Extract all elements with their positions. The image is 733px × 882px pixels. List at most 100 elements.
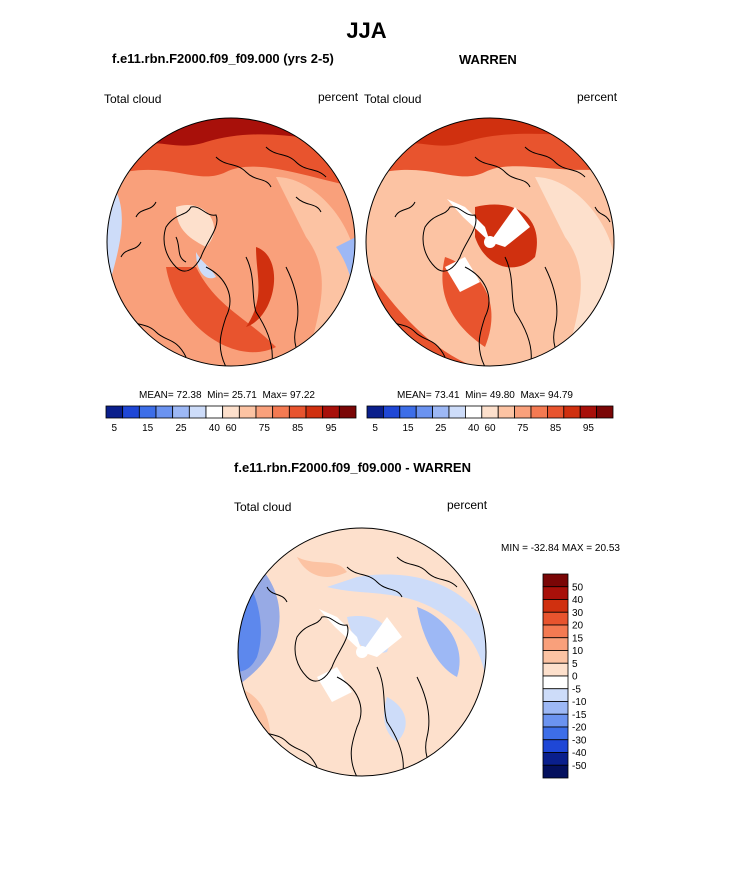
right-colorbar-tick-label: 15: [402, 423, 414, 434]
left-colorbar-tick-label: 95: [325, 423, 337, 434]
right-colorbar-swatch: [366, 405, 384, 419]
left-colorbar-swatch: [188, 405, 207, 419]
right-colorbar-swatch: [382, 405, 401, 419]
diff-colorbar-tick-label: -5: [572, 684, 581, 695]
right-mean-label: MEAN=: [397, 390, 432, 401]
right-colorbar-swatch: [481, 405, 499, 419]
left-polar-map: [106, 117, 356, 367]
left-colorbar-swatch: [305, 405, 324, 419]
left-colorbar-swatch: [338, 405, 357, 419]
left-colorbar-tick-label: 25: [175, 423, 187, 434]
diff-colorbar-tick-label: -10: [572, 697, 587, 708]
diff-colorbar-swatch: [542, 662, 569, 677]
left-colorbar-swatch: [205, 405, 224, 419]
right-max-label: Max=: [520, 390, 546, 401]
diff-colorbar-tick-label: 5: [572, 659, 578, 670]
diff-colorbar-swatch: [542, 650, 569, 664]
left-colorbar-swatch: [155, 405, 174, 419]
right-units-label: percent: [577, 90, 618, 104]
diff-minmax-text: MIN = -32.84 MAX = 20.53: [501, 543, 620, 554]
right-stats: MEAN= 73.41 Min= 49.80 Max= 94.79: [397, 390, 573, 401]
diff-colorbar-swatch: [542, 726, 569, 741]
left-panel-title: f.e11.rbn.F2000.f09_f09.000 (yrs 2-5): [112, 51, 334, 66]
diff-polar-map: [237, 527, 487, 777]
right-min-value: 49.80: [489, 390, 515, 401]
left-mean-label: MEAN=: [139, 390, 174, 401]
left-colorbar: 5 15 25 40 60 75 85 95: [105, 405, 357, 434]
right-colorbar-tick-label: 75: [517, 423, 529, 434]
right-colorbar-tick-label: 95: [583, 423, 595, 434]
right-colorbar-tick-label: 85: [550, 423, 562, 434]
right-colorbar-swatch: [399, 405, 417, 419]
right-min-label: Min=: [465, 390, 488, 401]
diff-colorbar-tick-label: 10: [572, 646, 584, 657]
right-colorbar-swatch: [497, 405, 515, 419]
diff-colorbar-swatch: [542, 713, 569, 728]
left-colorbar-swatch: [222, 405, 240, 419]
diff-colorbar-tick-label: 50: [572, 582, 584, 593]
diff-colorbar-swatch: [542, 764, 569, 779]
left-max-label: Max=: [262, 390, 288, 401]
right-colorbar-swatch: [432, 405, 450, 419]
left-stats: MEAN= 72.38 Min= 25.71 Max= 97.22: [139, 390, 315, 401]
left-colorbar-swatch: [238, 405, 257, 419]
right-mean-value: 73.41: [434, 390, 460, 401]
left-colorbar-tick-label: 5: [112, 423, 118, 434]
diff-colorbar-swatch: [542, 739, 569, 753]
left-colorbar-swatch: [122, 405, 140, 419]
right-colorbar-swatch: [514, 405, 532, 419]
left-colorbar-tick-label: 75: [259, 423, 271, 434]
left-colorbar-swatch: [322, 405, 340, 419]
right-max-value: 94.79: [547, 390, 573, 401]
left-max-value: 97.22: [289, 390, 315, 401]
right-colorbar-tick-label: 40: [468, 423, 480, 434]
left-colorbar-tick-label: 15: [142, 423, 154, 434]
right-colorbar-tick-label: 60: [484, 423, 496, 434]
left-colorbar-swatch: [105, 405, 124, 419]
diff-colorbar-swatch: [542, 611, 569, 626]
diff-colorbar-tick-label: -30: [572, 735, 587, 746]
left-colorbar-swatch: [272, 405, 290, 419]
diff-colorbar-tick-label: 0: [572, 672, 578, 683]
right-variable-label: Total cloud: [364, 92, 422, 106]
left-colorbar-swatch: [255, 405, 274, 419]
left-variable-label: Total cloud: [104, 92, 162, 106]
right-panel-title: WARREN: [459, 52, 517, 67]
left-colorbar-tick-label: 85: [292, 423, 304, 434]
left-units-label: percent: [318, 90, 359, 104]
left-min-value: 25.71: [231, 390, 257, 401]
left-colorbar-swatch: [172, 405, 190, 419]
right-polar-map: [365, 117, 615, 367]
diff-panel-title: f.e11.rbn.F2000.f09_f09.000 - WARREN: [234, 460, 471, 475]
diff-colorbar-tick-label: 15: [572, 633, 584, 644]
right-colorbar-swatch: [579, 405, 597, 419]
diff-colorbar-swatch: [542, 675, 569, 690]
diff-colorbar-swatch: [542, 701, 569, 715]
diff-colorbar-swatch: [542, 573, 569, 588]
diff-colorbar-tick-label: 30: [572, 608, 584, 619]
left-mean-value: 72.38: [176, 390, 202, 401]
right-colorbar-tick-label: 25: [435, 423, 447, 434]
right-colorbar-swatch: [546, 405, 565, 419]
diff-colorbar-tick-label: -40: [572, 748, 587, 759]
right-colorbar: 5 15 25 40 60 75 85 95: [366, 405, 614, 434]
left-colorbar-tick-label: 60: [225, 423, 237, 434]
right-colorbar-swatch: [563, 405, 581, 419]
left-colorbar-tick-label: 40: [209, 423, 221, 434]
right-colorbar-tick-label: 5: [372, 423, 378, 434]
diff-colorbar-swatch: [542, 752, 569, 766]
diff-variable-label: Total cloud: [234, 500, 292, 514]
diff-colorbar-tick-label: 20: [572, 621, 584, 632]
right-colorbar-swatch: [415, 405, 434, 419]
diff-colorbar-swatch: [542, 637, 569, 651]
right-colorbar-swatch: [465, 405, 483, 419]
diff-colorbar-swatch: [542, 599, 569, 613]
left-min-label: Min=: [207, 390, 230, 401]
right-colorbar-swatch: [530, 405, 548, 419]
diff-colorbar-tick-label: -50: [572, 761, 587, 772]
left-colorbar-swatch: [138, 405, 157, 419]
right-colorbar-swatch: [448, 405, 466, 419]
diff-colorbar-tick-label: 40: [572, 595, 584, 606]
diff-colorbar-swatch: [542, 688, 569, 702]
